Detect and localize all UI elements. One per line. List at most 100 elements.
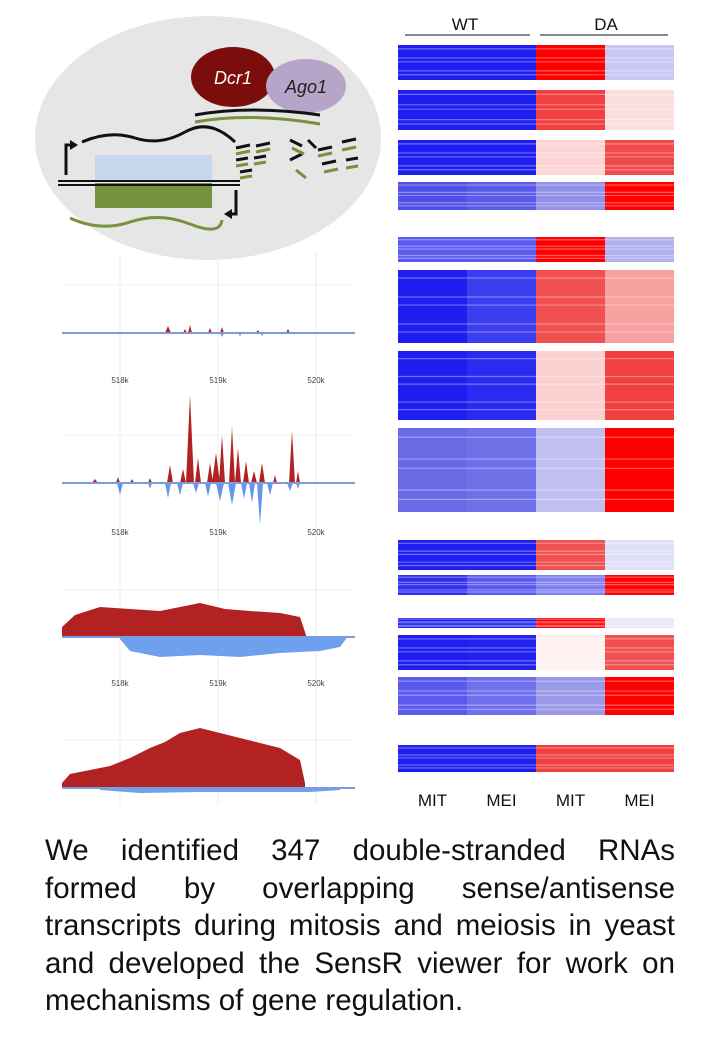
x-tick-label: 519k	[209, 376, 227, 385]
antisense-peak	[241, 483, 247, 499]
antisense-peak	[193, 483, 199, 493]
heatmap-cell	[398, 90, 467, 130]
dcr1	[191, 47, 275, 107]
sirna-fragments	[235, 137, 359, 180]
sense-peak	[207, 463, 213, 483]
heatmap-cell	[467, 677, 536, 715]
genome-tracks: 518k 519k 520k 518k 519k 520k 518k 519k 520k	[62, 252, 355, 805]
heatmap-cell	[605, 635, 674, 670]
sense-peak	[212, 453, 220, 483]
antisense-coverage	[120, 637, 346, 657]
heatmap-cell	[467, 45, 536, 80]
heatmap-cell	[467, 635, 536, 670]
heatmap-cell	[398, 745, 467, 772]
heatmap: WT DA MIT MEI MIT MEI	[398, 15, 674, 810]
heatmap-cell	[467, 140, 536, 175]
heatmap-cell	[536, 90, 605, 130]
antisense-peak	[216, 483, 224, 501]
heatmap-cell	[467, 90, 536, 130]
column-label: MEI	[486, 791, 516, 810]
heatmap-cell	[398, 45, 467, 80]
heatmap-cell	[398, 237, 467, 262]
sense-gene	[95, 155, 212, 180]
heatmap-cell	[536, 237, 605, 262]
heatmap-cell	[467, 182, 536, 210]
sense-peak	[243, 461, 249, 483]
x-tick-label: 519k	[209, 679, 227, 688]
sense-peak	[273, 475, 277, 483]
sense-peak	[186, 395, 194, 483]
antisense-coverage	[100, 788, 340, 793]
heatmap-cell	[398, 140, 467, 175]
arrowhead	[224, 209, 232, 219]
heatmap-cell	[467, 237, 536, 262]
x-tick-label: 520k	[307, 528, 325, 537]
heatmap-cell	[605, 745, 674, 772]
heatmap-cell	[536, 428, 605, 512]
sense-peak	[220, 327, 224, 333]
ago1-label: Ago1	[284, 77, 327, 97]
x-tick-label: 518k	[111, 376, 129, 385]
antisense-peak	[249, 483, 255, 503]
heatmap-cell	[467, 745, 536, 772]
sense-peak	[219, 435, 225, 483]
ago1	[266, 59, 346, 113]
arrowhead	[70, 140, 78, 150]
heatmap-cell	[398, 351, 467, 420]
sense-coverage	[62, 603, 306, 637]
heatmap-cell	[605, 351, 674, 420]
antisense-peak	[287, 483, 293, 491]
x-tick-label: 519k	[209, 528, 227, 537]
sense-peak	[167, 465, 173, 483]
antisense-peak	[205, 483, 211, 497]
x-tick-label: 520k	[307, 679, 325, 688]
sense-peak	[188, 325, 192, 333]
antisense-peak	[148, 483, 152, 489]
heatmap-cell	[398, 635, 467, 670]
sense-peak	[235, 448, 241, 483]
sense-peak	[259, 463, 265, 483]
dsrna	[194, 108, 321, 117]
antisense-peak	[165, 483, 171, 498]
sense-peak	[289, 431, 295, 483]
heatmap-cell	[536, 182, 605, 210]
x-tick-label: 518k	[111, 679, 129, 688]
dsrna-diagram: Dcr1 Ago1	[35, 16, 381, 260]
group-label: DA	[594, 15, 618, 34]
sense-rna	[81, 125, 237, 144]
heatmap-cell	[605, 90, 674, 130]
heatmap-cell	[605, 140, 674, 175]
heatmap-cell	[467, 351, 536, 420]
heatmap-cell	[398, 182, 467, 210]
heatmap-cell	[605, 575, 674, 595]
x-tick-label: 520k	[307, 376, 325, 385]
heatmap-cell	[605, 237, 674, 262]
heatmap-cell	[398, 677, 467, 715]
heatmap-cell	[398, 618, 467, 628]
heatmap-cell	[536, 635, 605, 670]
sense-peak	[165, 326, 171, 333]
caption: We identified 347 double-stranded RNAs f…	[45, 834, 675, 1017]
group-label: WT	[452, 15, 478, 34]
heatmap-cell	[467, 270, 536, 343]
heatmap-cell	[605, 677, 674, 715]
sense-coverage	[62, 728, 305, 788]
heatmap-cell	[536, 45, 605, 80]
antisense-peak	[177, 483, 183, 495]
heatmap-cell	[536, 677, 605, 715]
antisense-rna	[69, 216, 224, 231]
heatmap-cell	[467, 575, 536, 595]
column-label: MIT	[418, 791, 447, 810]
column-label: MIT	[556, 791, 585, 810]
antisense-peak	[228, 483, 236, 505]
antisense-peak	[296, 483, 300, 489]
heatmap-cell	[467, 540, 536, 570]
heatmap-cell	[605, 45, 674, 80]
antisense-peak	[117, 483, 123, 495]
heatmap-cell	[536, 575, 605, 595]
antisense-gene	[95, 183, 212, 208]
heatmap-cell	[398, 428, 467, 512]
dsrna	[194, 115, 321, 126]
